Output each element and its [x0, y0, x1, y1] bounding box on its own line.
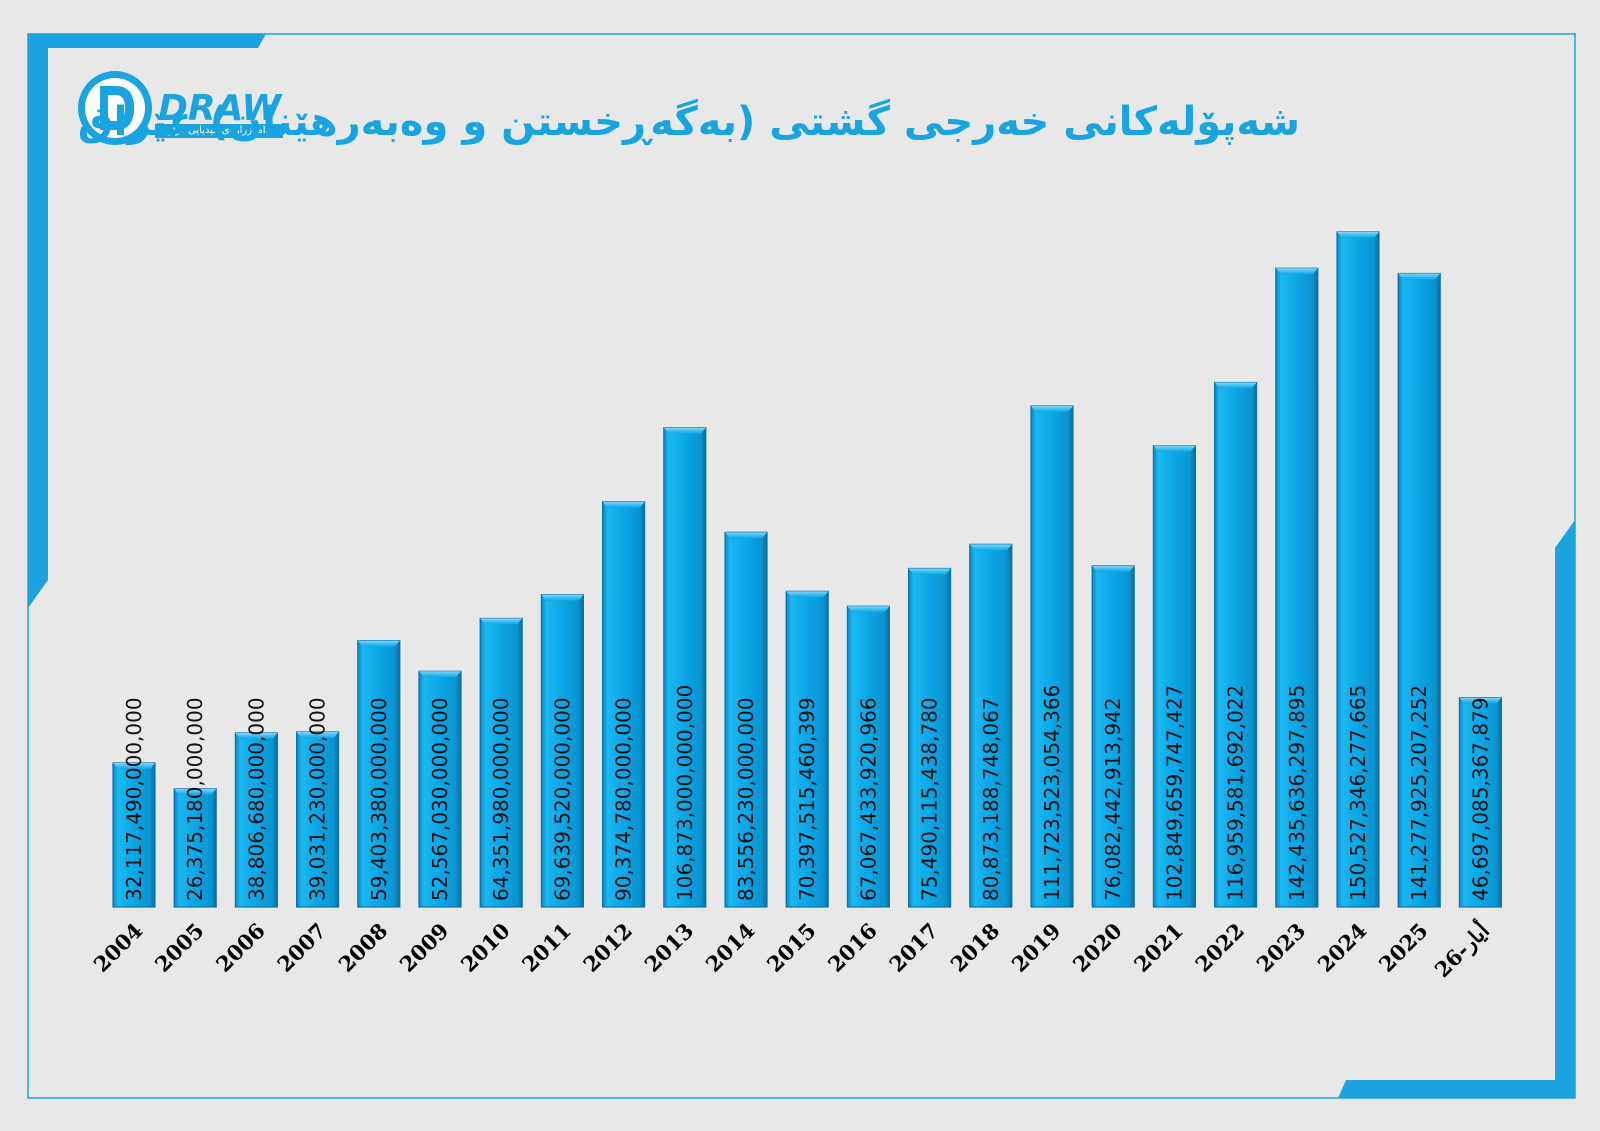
value-label-2016: 67,067,433,920,966 — [856, 697, 880, 901]
bar-2006 — [234, 732, 278, 908]
value-label-أيار-26: 46,697,085,367,879 — [1468, 697, 1492, 901]
bar-cap-2012 — [602, 501, 645, 508]
bar-2004 — [112, 762, 156, 908]
bar-أيار-26 — [1458, 696, 1503, 908]
bar-2017 — [907, 567, 952, 908]
category-label-2012: 2012 — [578, 918, 637, 977]
bar-2024 — [1336, 231, 1380, 908]
bar-2005 — [173, 788, 217, 908]
category-label-2018: 2018 — [945, 918, 1004, 977]
bar-cap-2005 — [174, 788, 217, 795]
bars-group — [112, 231, 1503, 908]
value-labels-group: 32,117,490,000,000 26,375,180,000,000 38,8… — [122, 685, 1492, 901]
bar-cap-2017 — [908, 568, 951, 575]
value-label-2022: 116,959,581,692,022 — [1224, 685, 1248, 901]
value-label-2007: 39,031,230,000,000 — [306, 697, 330, 901]
value-label-2024: 150,527,346,277,665 — [1346, 685, 1370, 901]
value-label-2017: 75,490,115,438,780 — [918, 697, 942, 901]
chart-title: شەپۆلەکانی خەرجی گشتی (بەگەڕخستن و وەبەر… — [77, 99, 1300, 145]
category-label-2006: 2006 — [211, 918, 270, 977]
bar-2022 — [1213, 381, 1258, 908]
bar-cap-2023 — [1275, 268, 1318, 275]
bar-cap-2014 — [725, 532, 767, 539]
bar-2023 — [1275, 267, 1319, 908]
value-label-2014: 83,556,230,000,000 — [734, 697, 758, 901]
bar-2015 — [785, 590, 829, 908]
category-label-2008: 2008 — [333, 918, 392, 977]
bar-cap-2016 — [847, 606, 890, 613]
value-label-2004: 32,117,490,000,000 — [122, 697, 146, 901]
logo-tagline: دامەزراوەی میدیایی دراو — [155, 124, 283, 138]
category-label-2017: 2017 — [884, 918, 943, 977]
value-label-2023: 142,435,636,297,895 — [1285, 685, 1309, 901]
bar-2014 — [724, 531, 768, 908]
category-label-2011: 2011 — [517, 918, 576, 977]
bar-cap-2007 — [296, 731, 339, 738]
bar-cap-2021 — [1153, 445, 1196, 452]
category-label-2009: 2009 — [395, 918, 454, 977]
bar-2007 — [296, 731, 340, 908]
category-label-2025: 2025 — [1374, 918, 1433, 977]
value-label-2010: 64,351,980,000,000 — [489, 697, 513, 901]
bar-cap-2020 — [1092, 565, 1135, 572]
category-label-2023: 2023 — [1251, 918, 1310, 977]
bar-cap-2015 — [786, 591, 829, 598]
bar-cap-2013 — [663, 427, 706, 434]
bar-2013 — [663, 427, 707, 908]
category-label-2022: 2022 — [1190, 918, 1249, 977]
value-label-2008: 59,403,380,000,000 — [367, 697, 391, 901]
value-label-2006: 38,806,680,000,000 — [244, 697, 268, 901]
bar-cap-2009 — [419, 671, 461, 678]
bar-cap-2006 — [235, 732, 278, 739]
bar-2016 — [846, 605, 891, 908]
draw-logo: DRAW — [78, 71, 283, 145]
value-label-2009: 52,567,030,000,000 — [428, 697, 452, 901]
bar-cap-أيار-26 — [1459, 697, 1502, 704]
bar-cap-2018 — [969, 544, 1012, 551]
bar-2012 — [601, 501, 646, 908]
category-label-2016: 2016 — [823, 918, 882, 977]
value-label-2020: 76,082,442,913,942 — [1101, 697, 1125, 901]
category-label-2005: 2005 — [150, 918, 209, 977]
category-label-2020: 2020 — [1068, 918, 1127, 977]
category-label-2007: 2007 — [272, 918, 331, 977]
value-label-2018: 80,873,188,748,067 — [979, 697, 1003, 901]
value-label-2005: 26,375,180,000,000 — [183, 697, 207, 901]
bar-cap-2004 — [113, 762, 155, 769]
bar-2018 — [969, 543, 1013, 908]
category-label-أيار-26: أيار-26 — [1428, 916, 1495, 983]
value-label-2025: 141,277,925,207,252 — [1407, 685, 1431, 901]
category-label-2015: 2015 — [762, 918, 821, 977]
bar-cap-2019 — [1031, 406, 1073, 413]
bar-2010 — [479, 617, 523, 908]
category-label-2004: 2004 — [89, 918, 148, 977]
bar-cap-2025 — [1398, 273, 1441, 280]
category-label-2019: 2019 — [1007, 918, 1066, 977]
value-label-2011: 69,639,520,000,000 — [550, 697, 574, 901]
logo-wordmark: DRAW — [158, 88, 283, 129]
bar-cap-2010 — [480, 618, 523, 625]
bar-cap-2022 — [1214, 382, 1257, 389]
bar-2021 — [1152, 445, 1197, 908]
category-label-2014: 2014 — [701, 918, 760, 977]
category-label-2013: 2013 — [639, 918, 698, 977]
bar-cap-2011 — [541, 594, 584, 601]
category-label-2024: 2024 — [1313, 918, 1372, 977]
value-label-2021: 102,849,659,747,427 — [1162, 685, 1186, 901]
category-labels-group: 2004 2005 2006 2007 2008 2009 2010 2011 2012 2013… — [89, 916, 1495, 983]
category-label-2010: 2010 — [456, 918, 515, 977]
value-label-2015: 70,397,515,460,399 — [795, 697, 819, 901]
category-label-2021: 2021 — [1129, 918, 1188, 977]
bar-cap-2024 — [1337, 232, 1379, 238]
value-label-2013: 106,873,000,000,000 — [673, 685, 697, 901]
bar-2019 — [1030, 405, 1074, 908]
bar-cap-2008 — [357, 640, 400, 647]
bar-2011 — [540, 594, 585, 908]
value-label-2019: 111,723,523,054,366 — [1040, 685, 1064, 901]
value-label-2012: 90,374,780,000,000 — [612, 697, 636, 901]
